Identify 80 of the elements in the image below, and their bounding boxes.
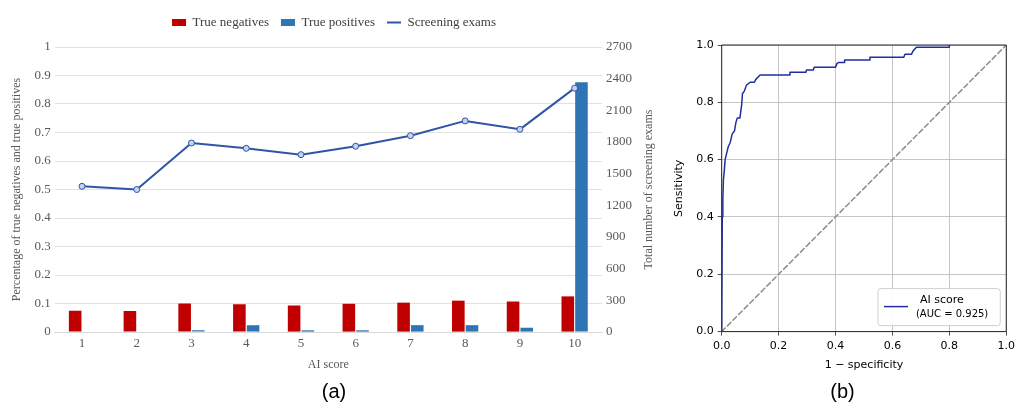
x-tick-label: 2	[133, 335, 140, 351]
y2-tick-label: 2700	[606, 38, 632, 54]
point	[297, 151, 305, 159]
legend-label: True positives	[301, 13, 376, 29]
point	[133, 186, 141, 193]
x-tick-label: 0.8	[940, 339, 959, 353]
y2-tick-label: 1800	[606, 133, 632, 149]
bar	[246, 325, 260, 332]
y-tick-label: 0.2	[696, 267, 714, 281]
y-tick-label: 0.3	[34, 237, 51, 253]
point	[187, 139, 195, 147]
y-tick-label: 0.0	[696, 324, 714, 338]
y-tick-label: 0	[44, 323, 51, 339]
point	[406, 132, 414, 140]
y-tick-label: 0.6	[34, 152, 52, 168]
bar	[123, 310, 137, 332]
annotation: (AUC = 0.925)	[915, 308, 989, 320]
y-tick-label: 0.1	[34, 294, 51, 310]
x-tick-label: 10	[568, 335, 582, 351]
legend-label: True negatives	[192, 13, 269, 29]
point	[461, 117, 469, 125]
x-tick-label: 7	[407, 335, 415, 351]
x-tick-label: 9	[516, 335, 524, 351]
point	[78, 182, 86, 190]
bar	[410, 325, 424, 332]
y-tick-label: 0.8	[34, 95, 51, 111]
y2-axis-title: Total number of screening exams	[641, 109, 656, 270]
text: (a)	[321, 379, 347, 402]
x-tick-label: 0.0	[712, 339, 731, 353]
x-tick-label: 0.4	[826, 339, 845, 353]
y-axis-title: Percentage of true negatives and true positives	[9, 77, 24, 302]
point	[352, 142, 360, 150]
bar	[465, 325, 479, 332]
y2-tick-label: 600	[606, 260, 626, 276]
bar	[178, 303, 191, 332]
x-tick-label: 0.6	[883, 339, 902, 353]
y-tick-label: 0.7	[34, 123, 52, 139]
y-tick-label: 0.6	[696, 152, 714, 166]
bar	[561, 296, 575, 332]
legend-label: AI score	[919, 293, 964, 307]
x-tick-label: 3	[188, 335, 195, 351]
x-tick-label: 6	[352, 335, 360, 351]
x-tick-label: 0.2	[769, 339, 788, 353]
x-axis-title: AI score	[307, 356, 349, 371]
y2-tick-label: 2100	[606, 101, 632, 117]
y2-tick-label: 300	[606, 291, 626, 307]
x-tick-label: 5	[297, 335, 305, 351]
bar	[342, 303, 356, 332]
bar	[287, 305, 301, 332]
y2-tick-label: 1200	[606, 196, 632, 212]
y2-tick-label: 2400	[606, 70, 632, 86]
y-tick-label: 0.9	[34, 66, 51, 82]
bar	[233, 304, 246, 332]
x-tick-label: 1.0	[997, 339, 1015, 353]
y-tick-label: 0.4	[34, 209, 52, 225]
bar	[68, 310, 82, 332]
bar	[520, 327, 534, 332]
text: (b)	[830, 379, 855, 402]
y-tick-label: 1	[44, 38, 51, 54]
y-tick-label: 1.0	[696, 37, 714, 51]
x-tick-label: 8	[461, 335, 469, 351]
point	[571, 84, 579, 92]
bar	[397, 302, 410, 332]
y-tick-label: 0.8	[696, 95, 714, 109]
y-tick-label: 0.5	[34, 180, 51, 196]
bar	[452, 300, 465, 332]
x-tick-label: 4	[242, 335, 250, 351]
y-tick-label: 0.2	[34, 266, 51, 282]
y2-tick-label: 1500	[606, 165, 632, 181]
bar	[506, 301, 520, 332]
bar	[575, 82, 588, 332]
y-tick-label: 0.4	[696, 209, 714, 223]
legend-label: Screening exams	[407, 13, 496, 29]
point	[516, 125, 524, 133]
y-axis-title: Sensitivity	[672, 159, 686, 217]
x-axis-title: 1 − specificity	[824, 358, 904, 372]
y2-tick-label: 900	[606, 228, 626, 244]
x-tick-label: 1	[78, 335, 86, 351]
point	[242, 144, 250, 152]
y2-tick-label: 0	[606, 323, 613, 339]
